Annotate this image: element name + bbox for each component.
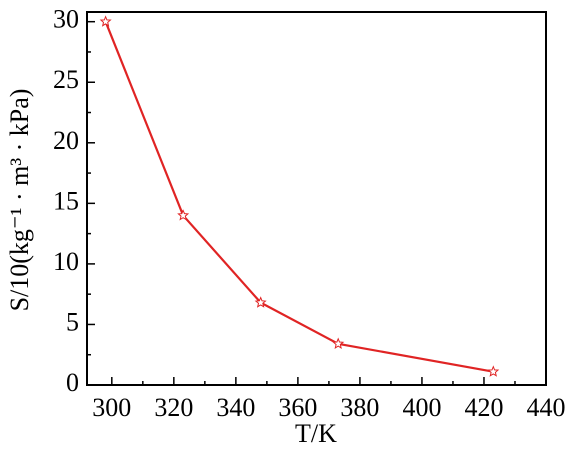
data-point <box>332 337 345 349</box>
x-tick-label: 400 <box>402 393 441 422</box>
data-point <box>254 296 267 308</box>
x-axis-label: T/K <box>295 419 337 448</box>
data-line <box>104 21 494 373</box>
data-point <box>177 209 190 221</box>
x-tick-label: 380 <box>340 393 379 422</box>
data-point <box>99 15 112 27</box>
plot-frame <box>86 11 547 386</box>
x-tick-label: 340 <box>216 393 255 422</box>
y-tick-label: 30 <box>53 5 79 34</box>
y-tick-label: 10 <box>53 247 79 276</box>
y-tick-label: 25 <box>53 65 79 94</box>
y-tick-label: 5 <box>66 307 79 336</box>
x-tick-label: 420 <box>464 393 503 422</box>
x-tick-label: 300 <box>92 393 131 422</box>
data-point <box>487 365 500 377</box>
y-tick-label: 20 <box>53 126 79 155</box>
x-tick-label: 360 <box>278 393 317 422</box>
y-tick-label: 15 <box>53 186 79 215</box>
y-tick-label: 0 <box>66 368 79 397</box>
x-tick-label: 440 <box>527 393 566 422</box>
y-axis-label: S/10(kg⁻¹ · m³ · kPa) <box>5 89 34 312</box>
x-tick-label: 320 <box>154 393 193 422</box>
